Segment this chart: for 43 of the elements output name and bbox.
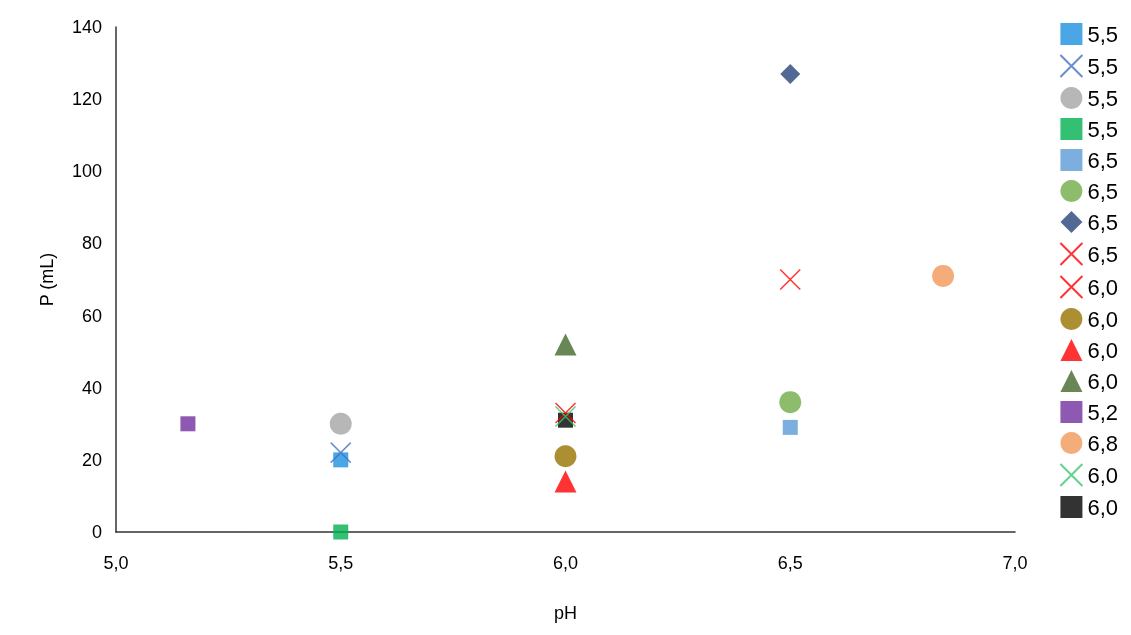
legend-label: 6,5 [1087,209,1119,235]
x-tick-label: 6,0 [552,553,579,573]
point [780,63,801,84]
point [180,416,196,432]
y-tick-label: 140 [71,17,102,37]
legend-label: 6,0 [1087,337,1119,363]
y-tick-label: 20 [81,449,102,470]
legend-label: 5,5 [1087,85,1119,111]
point [330,441,352,464]
y-tick-label: 100 [71,161,102,182]
legend-label: 5,5 [1087,53,1119,79]
legend-label: 6,5 [1087,241,1119,267]
legend-label: 6,0 [1087,368,1119,394]
legend-label: 6,5 [1087,147,1119,173]
legend-label: 5,5 [1087,21,1119,47]
point [554,333,577,356]
x-tick-label: 6,5 [777,553,803,573]
x-tick-label: 5,0 [103,553,129,573]
point [333,524,349,540]
point [932,264,955,287]
legend-label: 6,0 [1087,274,1119,300]
point [779,268,801,291]
legend-label: 5,5 [1087,116,1119,142]
y-tick-label: 120 [71,89,102,110]
x-tick-label: 7,0 [1002,553,1028,573]
legend-label: 6,0 [1087,494,1119,520]
point [779,391,802,414]
x-axis-title: pH [553,603,578,623]
y-axis-title: P (mL) [37,252,57,307]
legend-label: 6,5 [1087,178,1119,204]
point [554,470,577,493]
point [782,419,798,435]
point [329,412,352,435]
legend-label: 6,0 [1087,306,1119,332]
y-tick-label: 60 [81,305,102,326]
y-tick-label: 0 [91,522,102,542]
x-tick-label: 5,5 [328,553,354,573]
legend-label: 6,0 [1087,462,1119,488]
point [554,445,577,468]
legend-label: 5,2 [1087,399,1119,425]
y-tick-label: 80 [81,233,102,254]
legend-label: 6,8 [1087,430,1119,456]
y-tick-label: 40 [81,377,102,398]
